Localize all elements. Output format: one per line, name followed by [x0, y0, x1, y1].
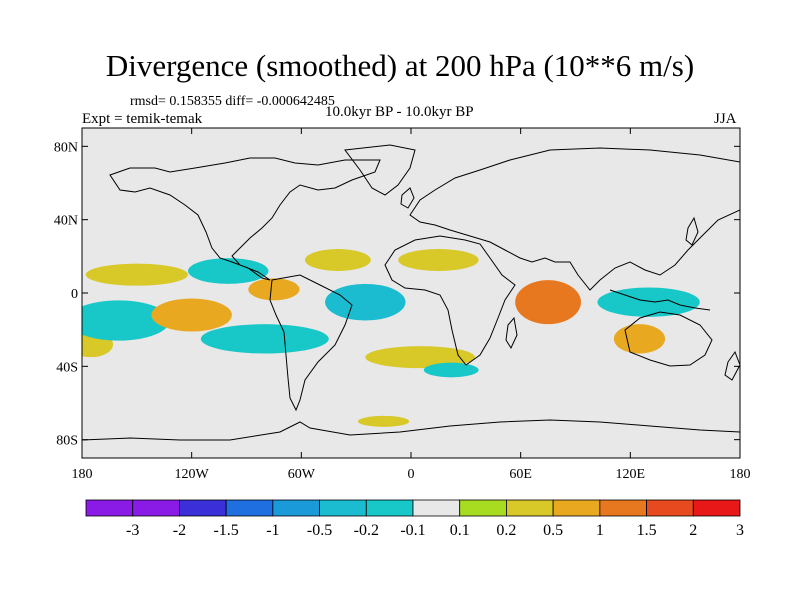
- colorbar-label: -2: [173, 522, 186, 539]
- colorbar-label: -0.2: [354, 522, 379, 539]
- lat-tick-label: 40S: [56, 360, 78, 375]
- colorbar-label: 3: [736, 522, 744, 539]
- axis-ticks: 80N 40N 0 40S 80S 180 120W 60W 0 60E 120E 180: [54, 128, 751, 482]
- lon-tick-label: 120W: [175, 467, 210, 482]
- colorbar-box: [132, 499, 180, 517]
- field-anomaly: [188, 258, 269, 284]
- colorbar-box: [365, 499, 414, 517]
- coastline-british-isles: [400, 187, 415, 209]
- coastline-africa: [384, 235, 516, 366]
- season-label: JJA: [714, 111, 737, 127]
- field-anomaly: [200, 324, 329, 354]
- lon-tick-label: 120E: [616, 467, 646, 482]
- colorbar-label: 1: [596, 522, 604, 539]
- colorbar-label: -3: [126, 522, 139, 539]
- colorbar: -3 -2 -1.5 -1 -0.5 -0.2 -0.1 0.1 0.2 0.5 1 1.5 2 3: [85, 499, 744, 539]
- colorbar-label: 0.2: [496, 522, 516, 539]
- lon-tick-label: 180: [72, 467, 93, 482]
- field-anomaly: [423, 362, 479, 378]
- lon-tick-label: 60E: [509, 467, 532, 482]
- colorbar-box: [599, 499, 647, 517]
- coastlines: [82, 144, 740, 441]
- field-anomaly-core: [529, 290, 567, 315]
- colorbar-box: [179, 499, 227, 517]
- colorbar-box: [459, 499, 507, 517]
- coastline-madagascar: [505, 316, 518, 350]
- colorbar-label: 2: [689, 522, 697, 539]
- colorbar-box: [319, 499, 367, 517]
- colorbar-label: 0.5: [543, 522, 563, 539]
- lat-tick-label: 80S: [56, 434, 78, 449]
- colorbar-label: -1.5: [213, 522, 238, 539]
- coastline-australia: [624, 311, 713, 367]
- lon-tick-label: 60W: [288, 467, 316, 482]
- colorbar-box: [85, 499, 134, 517]
- divergence-field: [82, 249, 700, 427]
- field-anomaly: [357, 415, 410, 427]
- colorbar-label: -1: [266, 522, 279, 539]
- colorbar-label: -0.5: [307, 522, 332, 539]
- colorbar-label: 0.1: [450, 522, 470, 539]
- chart-title: Divergence (smoothed) at 200 hPa (10**6 …: [105, 48, 695, 83]
- colorbar-box: [692, 499, 741, 517]
- coastline-indonesia: [609, 289, 711, 311]
- lon-tick-label: 0: [408, 467, 415, 482]
- period-label: 10.0kyr BP - 10.0kyr BP: [325, 104, 474, 120]
- colorbar-box: [272, 499, 320, 517]
- field-anomaly-core: [169, 305, 214, 325]
- coastline-north-america: [109, 157, 381, 281]
- coastline-south-america: [269, 274, 353, 412]
- field-anomaly-core: [259, 283, 288, 296]
- field-anomaly: [398, 249, 479, 271]
- coastline-new-zealand: [724, 350, 740, 381]
- lat-tick-label: 0: [71, 287, 78, 302]
- lat-tick-label: 80N: [54, 140, 78, 155]
- coastline-greenland: [344, 144, 416, 196]
- field-anomaly: [304, 249, 371, 271]
- colorbar-box: [506, 499, 554, 517]
- field-anomaly-core: [343, 292, 388, 313]
- rmsd-diff-stats: rmsd= 0.158355 diff= -0.000642485: [130, 94, 335, 109]
- field-anomaly-core: [625, 330, 654, 347]
- colorbar-box: [646, 499, 694, 517]
- colorbar-box: [552, 499, 601, 517]
- colorbar-box: [412, 499, 461, 517]
- coastline-antarctica: [82, 419, 740, 441]
- field-anomaly: [85, 263, 189, 286]
- colorbar-box: [225, 499, 274, 517]
- field-anomaly: [365, 346, 475, 369]
- experiment-label: Expt = temik-temak: [82, 111, 203, 127]
- colorbar-label: 1.5: [637, 522, 657, 539]
- coastline-eurasia: [409, 147, 740, 291]
- colorbar-label: -0.1: [400, 522, 425, 539]
- field-anomaly: [82, 300, 170, 341]
- lon-tick-label: 180: [730, 467, 751, 482]
- lat-tick-label: 40N: [54, 214, 78, 229]
- coastline-japan: [685, 216, 699, 246]
